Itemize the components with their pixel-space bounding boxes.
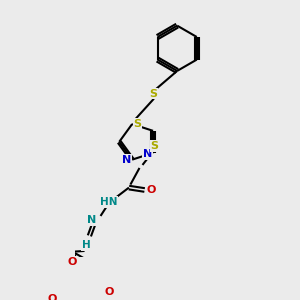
Text: O: O xyxy=(48,294,57,300)
Text: HN: HN xyxy=(100,197,118,207)
Text: S: S xyxy=(134,119,142,129)
Text: O: O xyxy=(105,286,114,297)
Text: O: O xyxy=(68,257,77,267)
Text: S: S xyxy=(151,141,159,151)
Text: H: H xyxy=(82,240,91,250)
Text: N: N xyxy=(122,154,131,165)
Text: N: N xyxy=(88,215,97,226)
Text: N: N xyxy=(143,149,152,159)
Text: O: O xyxy=(147,185,156,195)
Text: S: S xyxy=(149,88,157,99)
